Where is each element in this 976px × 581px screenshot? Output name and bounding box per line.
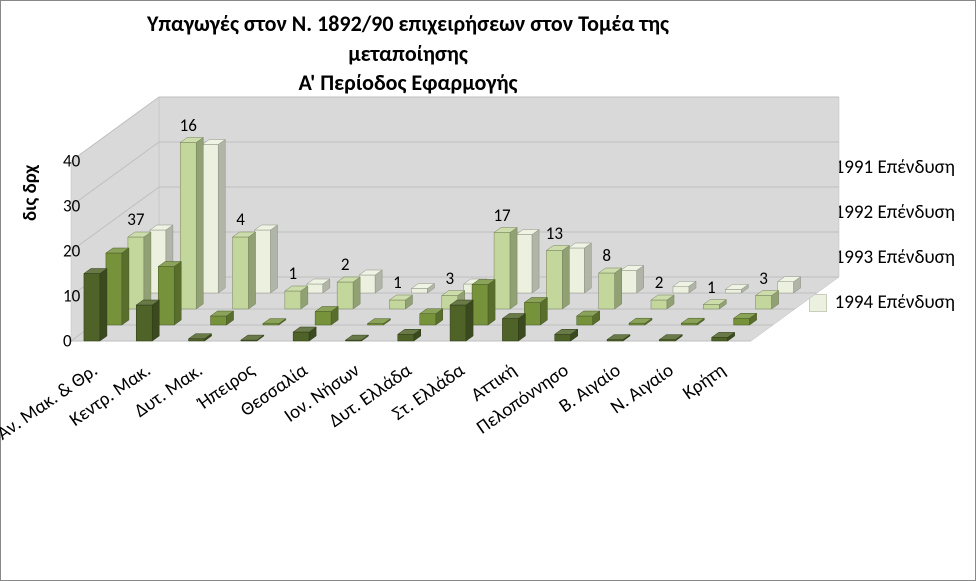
data-label: 13 <box>546 223 563 244</box>
data-label: 16 <box>180 115 197 136</box>
data-label: 3 <box>445 268 454 289</box>
data-label: 3 <box>759 268 768 289</box>
chart-frame: Υπαγωγές στον Ν. 1892/90 επιχειρήσεων στ… <box>0 0 976 581</box>
data-label: 8 <box>602 245 611 266</box>
title-line-2: μεταποίησης <box>348 40 468 67</box>
data-label: 1 <box>707 277 716 298</box>
data-label: 37 <box>127 209 144 230</box>
data-label: 17 <box>493 205 510 226</box>
title-line-1: Υπαγωγές στον Ν. 1892/90 επιχειρήσεων στ… <box>147 10 669 37</box>
title-line-3: Α' Περίοδος Εφαρμογής <box>299 69 518 96</box>
data-label: 2 <box>341 254 350 275</box>
data-label: 1 <box>289 263 298 284</box>
plot-area: 010203040Αν. Μακ. & Θρ.Κεντρ. Μακ.Δυτ. Μ… <box>61 141 781 461</box>
data-label: 2 <box>655 272 664 293</box>
data-label: 4 <box>236 209 245 230</box>
chart-title: Υπαγωγές στον Ν. 1892/90 επιχειρήσεων στ… <box>41 9 775 98</box>
data-label: 1 <box>393 272 402 293</box>
y-axis-label: δις δρχ <box>19 165 42 221</box>
